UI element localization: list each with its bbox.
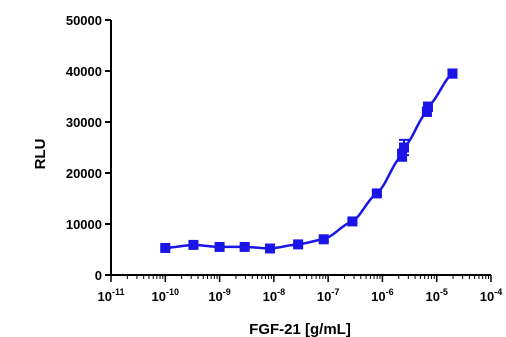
y-tick-label: 40000 bbox=[66, 64, 102, 79]
x-tick-label: 10-8 bbox=[263, 287, 285, 304]
y-tick-label: 30000 bbox=[66, 115, 102, 130]
data-point bbox=[371, 188, 382, 199]
x-axis-label: FGF-21 [g/mL] bbox=[249, 321, 351, 337]
x-tick-label: 10-11 bbox=[98, 287, 125, 304]
x-tick-label: 10-10 bbox=[152, 287, 179, 304]
data-point bbox=[293, 239, 304, 250]
fit-curve bbox=[165, 72, 454, 250]
data-point bbox=[188, 239, 199, 250]
data-point bbox=[265, 243, 276, 254]
x-axis: 10-11 10-10 10-9 10-8 10-7 10-6 10-5 10-4 bbox=[98, 274, 502, 304]
x-tick-label: 10-5 bbox=[425, 287, 447, 304]
x-tick-label: 10-4 bbox=[480, 287, 502, 304]
data-point bbox=[399, 142, 410, 153]
y-tick-label: 10000 bbox=[66, 217, 102, 232]
data-point bbox=[347, 216, 358, 227]
data-point bbox=[421, 106, 432, 117]
x-tick-label: 10-6 bbox=[371, 287, 393, 304]
data-point bbox=[422, 101, 433, 112]
data-point bbox=[214, 241, 225, 252]
data-point bbox=[447, 68, 458, 79]
x-tick-label: 10-9 bbox=[208, 287, 230, 304]
y-tick-label: 0 bbox=[95, 268, 102, 283]
data-point bbox=[160, 242, 171, 253]
data-point bbox=[239, 241, 250, 252]
y-axis-label: RLU bbox=[32, 139, 49, 170]
y-tick-label: 20000 bbox=[66, 166, 102, 181]
y-axis: 0 10000 20000 30000 40000 50000 bbox=[66, 13, 112, 283]
x-tick-label: 10-7 bbox=[317, 287, 339, 304]
y-tick-label: 50000 bbox=[66, 13, 102, 28]
plot-area bbox=[160, 68, 458, 254]
data-point bbox=[318, 234, 329, 245]
